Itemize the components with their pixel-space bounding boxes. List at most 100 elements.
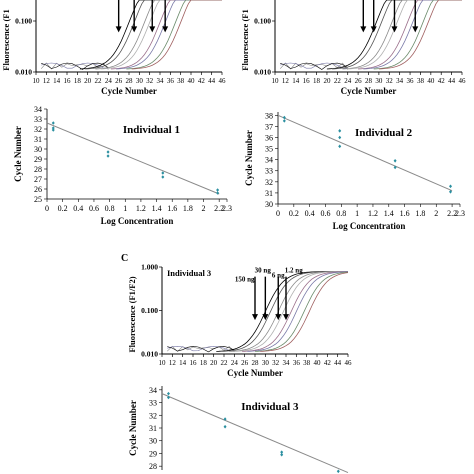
concentration-label: 1.2 ng [285,266,303,274]
x-tick-label: 38 [177,77,185,85]
data-point [216,188,220,192]
plot-title: Individual 3 [167,268,211,278]
y-tick-label: 0.010 [254,68,271,77]
baseline-noise-line [41,62,109,69]
y-tick-label: 33 [149,399,157,408]
x-tick-label: 1.4 [384,209,394,218]
data-point [51,126,55,130]
concentration-label: 6 ng [272,271,285,279]
y-tick-label: 32 [149,411,157,420]
amplification-curve [85,0,222,70]
x-tick-label: 36 [293,359,301,367]
x-tick-label: 12 [282,77,290,85]
x-axis-label: Cycle Number [341,86,397,96]
x-tick-label: 14 [292,77,300,85]
x-tick-label: 38 [303,359,311,367]
x-tick-label: 40 [188,77,196,85]
x-tick-label: 2.3 [222,204,232,213]
x-tick-label: 0 [45,204,49,213]
data-point [336,469,340,474]
amplification-curve [260,272,349,352]
x-tick-label: 0.4 [73,204,83,213]
x-tick-label: 0.6 [320,209,330,218]
x-tick-label: 44 [208,77,216,85]
data-point [161,171,165,175]
x-tick-label: 0.8 [336,209,346,218]
y-axis-label: Fluorescence (F1 [240,9,250,70]
amplification-curve [247,271,349,352]
arrow-head [275,314,282,321]
amplification-curve [242,271,349,352]
x-tick-label: 38 [417,77,425,85]
x-tick-label: 42 [324,359,332,367]
x-tick-label: 16 [303,77,311,85]
x-tick-label: 24 [344,77,352,85]
data-point [338,129,342,133]
y-tick-label: 0.010 [15,68,32,77]
x-tick-label: 36 [167,77,175,85]
x-tick-label: 30 [375,77,383,85]
x-tick-label: 16 [64,77,72,85]
amplification-curve [126,0,222,70]
x-tick-label: 40 [314,359,322,367]
y-tick-label: 26 [34,185,42,194]
x-tick-label: 20 [210,359,218,367]
x-tick-label: 18 [313,77,321,85]
arrow-head [262,314,269,321]
x-tick-label: 26 [241,359,249,367]
amplification-curve [95,0,222,70]
y-tick-label: 31 [149,424,157,433]
y-tick-label: 33 [34,115,42,124]
x-tick-label: 2 [434,209,438,218]
x-tick-label: 30 [262,359,270,367]
x-axis-label: Cycle Number [101,86,157,96]
data-point [161,175,165,179]
y-tick-label: 34 [149,386,157,395]
x-tick-label: 1.4 [152,204,162,213]
x-tick-label: 1.6 [400,209,410,218]
y-tick-label: 32 [265,178,273,187]
amplification-curve [332,0,462,70]
amplification-plot-amp2: 10 12 14 16 18 20 22 24 26 28 30 32 34 36 38 40 42 44 46 0.… [240,0,466,96]
arrow-head [131,26,138,33]
y-tick-label: 0.100 [254,17,271,26]
x-axis-label: Cycle Number [227,368,283,378]
y-tick-label: 30 [149,437,157,446]
x-tick-label: 0.2 [58,204,68,213]
data-point [280,450,284,454]
data-point [449,190,453,194]
x-tick-label: 2.2 [214,204,224,213]
arrow-head [252,314,258,321]
x-tick-label: 1.6 [167,204,177,213]
y-tick-label: 33 [265,167,273,176]
arrow-head [115,26,122,33]
x-tick-label: 0.8 [105,204,115,213]
y-tick-label: 29 [149,449,157,458]
y-tick-label: 34 [34,105,42,114]
x-tick-label: 10 [33,77,41,85]
y-tick-label: 37 [265,122,273,131]
y-tick-label: 36 [265,133,273,142]
data-point [106,154,110,158]
x-tick-label: 46 [345,359,353,367]
regression-line [277,114,453,192]
x-tick-label: 22 [221,359,229,367]
amplification-curve [378,0,462,70]
y-tick-label: 31 [34,135,42,144]
arrow-head [162,26,169,33]
amplification-curve [254,271,349,352]
amplification-curve [116,0,222,70]
x-tick-label: 46 [219,77,227,85]
arrow-head [370,26,377,33]
data-point [393,158,397,163]
data-point [51,121,55,125]
x-tick-label: 32 [386,77,394,85]
panel-c-letter: C [121,253,128,264]
y-axis-label: Cycle Number [13,126,23,182]
y-tick-label: 31 [265,189,273,198]
baseline-noise-line [280,62,348,69]
y-tick-label: 30 [34,145,42,154]
arrow-head [412,26,419,33]
x-tick-label: 26 [115,77,123,85]
